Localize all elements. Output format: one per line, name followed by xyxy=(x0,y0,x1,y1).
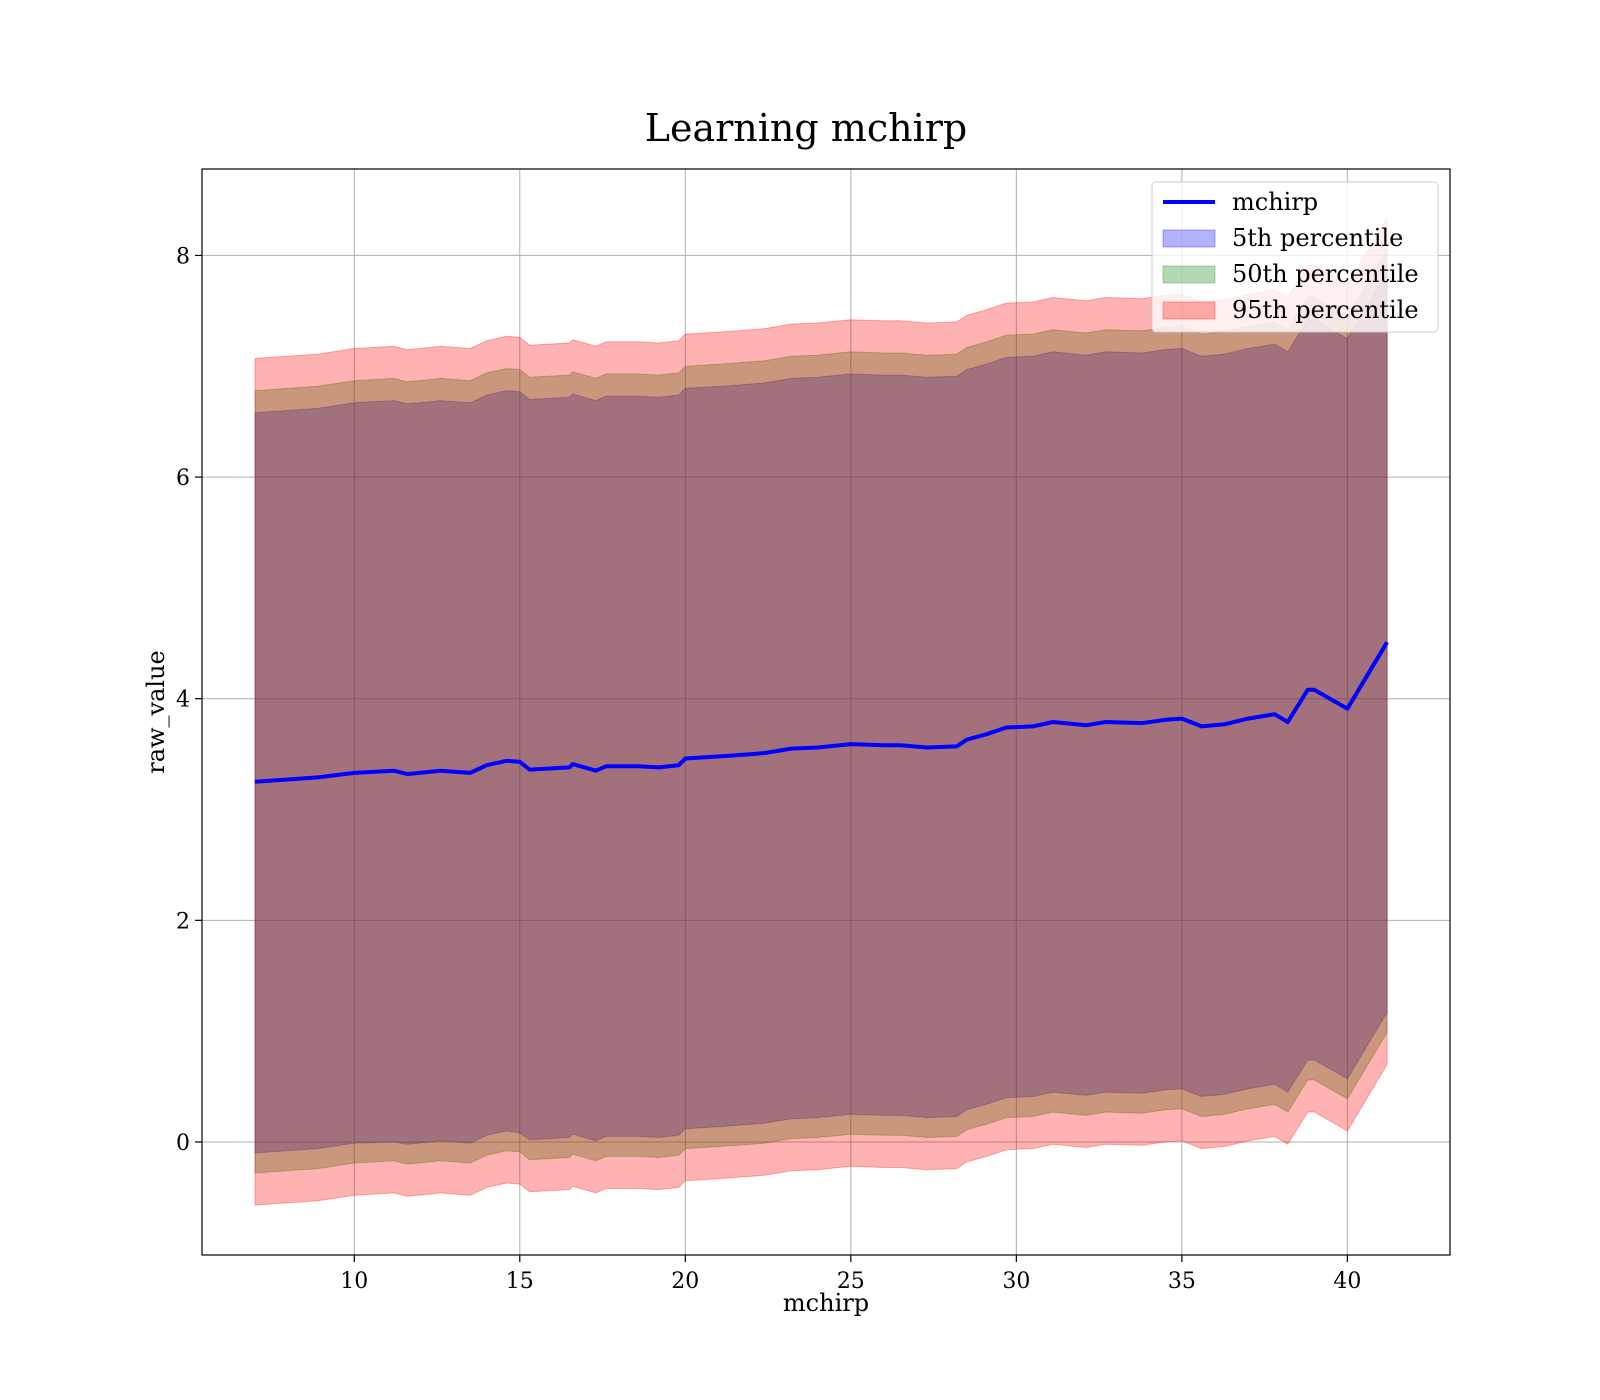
x-tick-label: 20 xyxy=(671,1269,699,1294)
legend-box xyxy=(1151,181,1439,333)
y-tick-label: 0 xyxy=(176,1131,190,1156)
plot-area xyxy=(202,169,1450,1255)
legend-swatch-50th-percentile xyxy=(1162,265,1216,284)
legend: mchirp 5th percentile 50th percentile 95th … xyxy=(1151,181,1439,333)
chart-title: Learning mchirp xyxy=(645,106,967,150)
y-tick-label: 4 xyxy=(176,688,190,713)
x-tick-label: 10 xyxy=(340,1269,368,1294)
legend-label-95th-percentile: 95th percentile xyxy=(1232,296,1419,324)
line-mchirp xyxy=(254,641,1389,784)
band-95th-percentile xyxy=(254,215,1388,1206)
x-axis-ticks: 10 15 20 25 30 35 40 xyxy=(340,1255,1361,1294)
legend-label-50th-percentile: 50th percentile xyxy=(1232,260,1419,288)
x-tick-label: 30 xyxy=(1002,1269,1030,1294)
x-tick-label: 35 xyxy=(1168,1269,1196,1294)
y-tick-label: 6 xyxy=(176,466,190,491)
y-axis-ticks: 0 2 4 6 8 xyxy=(176,244,202,1156)
y-tick-label: 2 xyxy=(176,909,190,934)
y-tick-label: 8 xyxy=(176,244,190,269)
percentile-bands xyxy=(254,215,1388,1206)
series-lines xyxy=(254,641,1389,784)
legend-label-mchirp: mchirp xyxy=(1232,188,1318,216)
legend-label-5th-percentile: 5th percentile xyxy=(1232,224,1403,252)
x-tick-label: 15 xyxy=(506,1269,534,1294)
x-tick-label: 40 xyxy=(1333,1269,1361,1294)
band-5th-percentile xyxy=(254,270,1388,1154)
band-50th-percentile xyxy=(254,248,1388,1174)
plot-frame xyxy=(201,168,1451,1256)
x-tick-label: 25 xyxy=(837,1269,865,1294)
x-axis-label: mchirp xyxy=(783,1289,869,1317)
grid xyxy=(202,169,1450,1255)
y-axis-label: raw_value xyxy=(142,650,170,774)
legend-swatch-5th-percentile xyxy=(1162,229,1216,248)
legend-swatch-95th-percentile xyxy=(1162,301,1216,320)
